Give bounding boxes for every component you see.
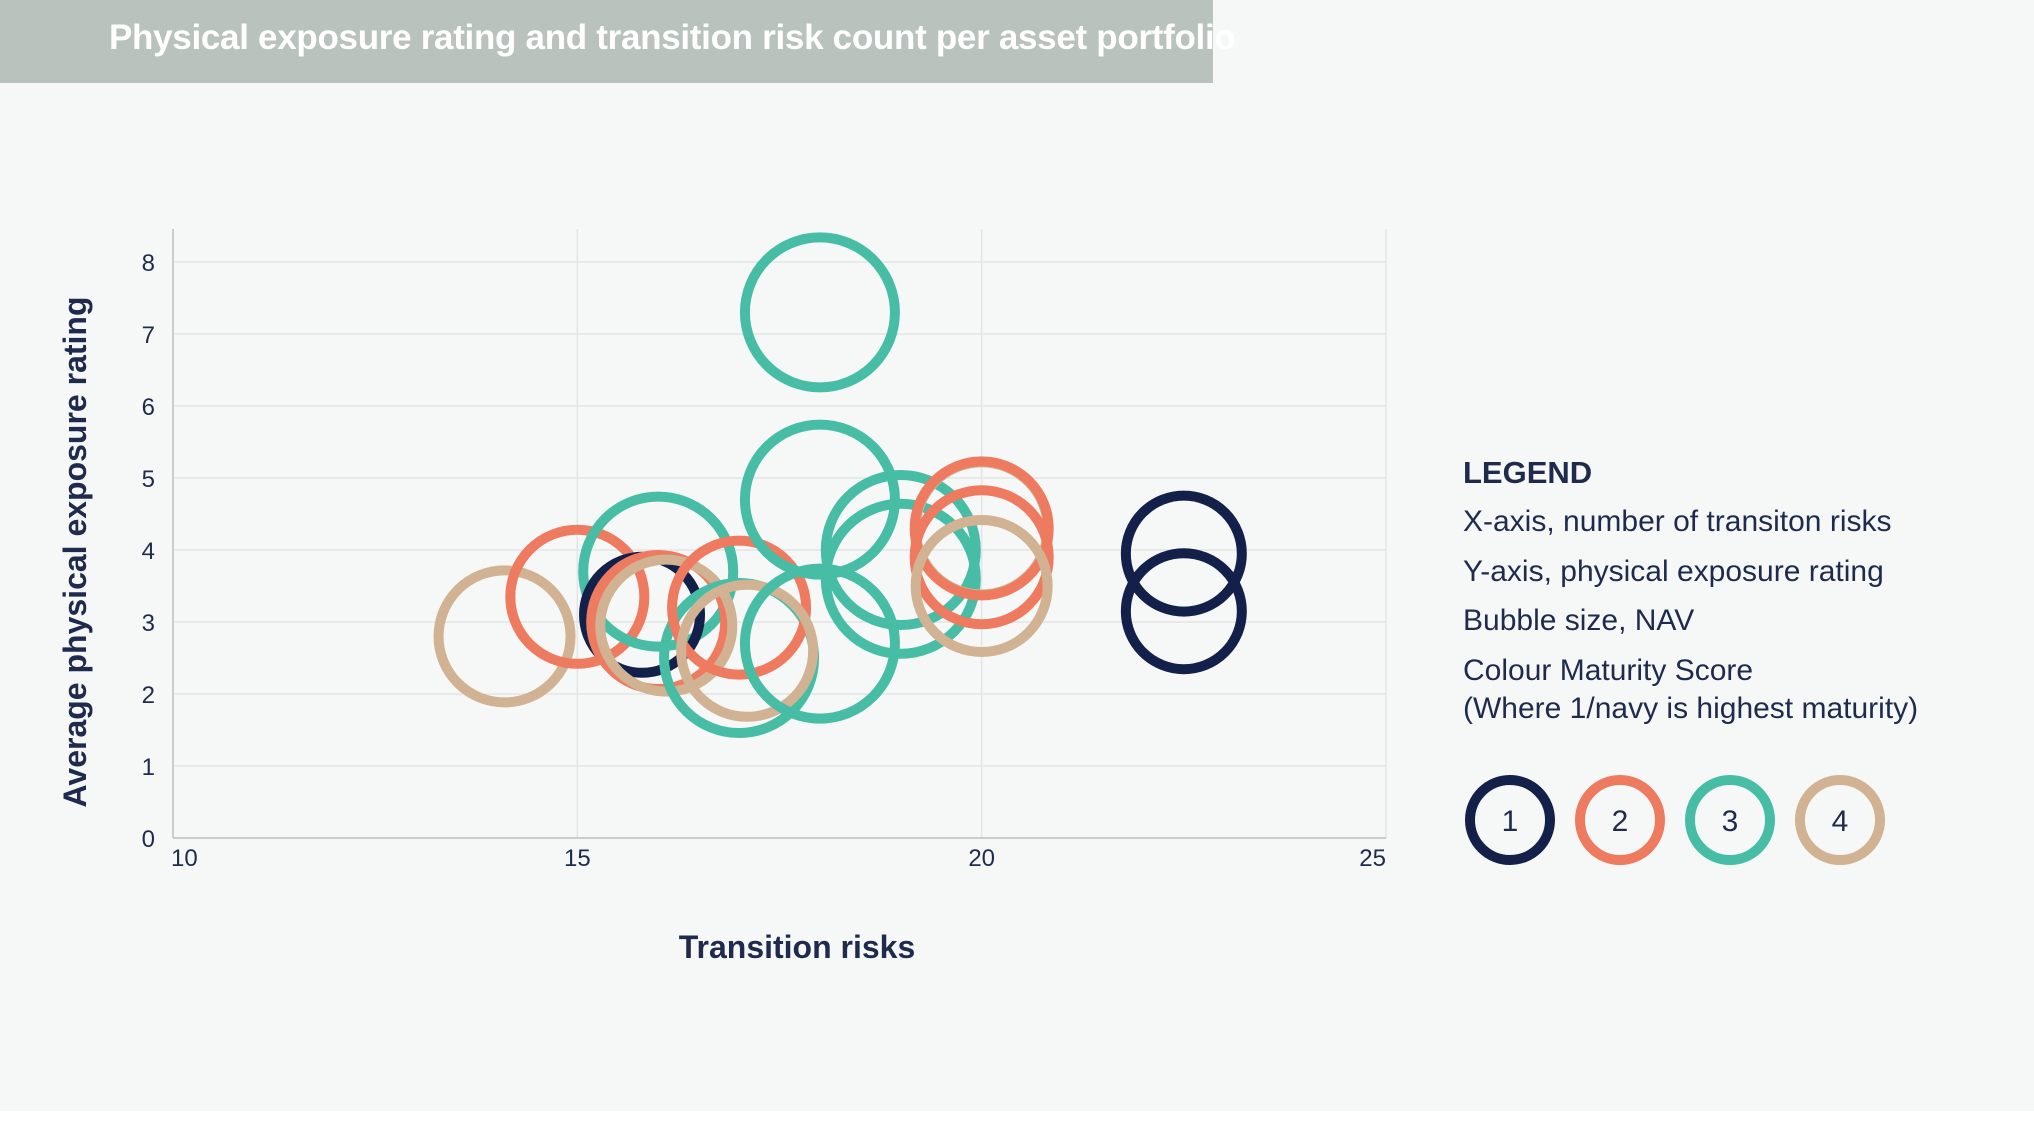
legend-x-axis: X-axis, number of transiton risks — [1463, 505, 1892, 538]
legend-swatch-1 — [1465, 775, 1555, 865]
legend-swatches: 1 2 3 4 — [1465, 775, 1885, 865]
bubble-score-3 — [578, 491, 739, 652]
y-tick-label: 6 — [142, 394, 155, 421]
legend-swatch-label: 1 — [1502, 805, 1519, 838]
grid — [173, 229, 1387, 838]
bubble-score-4 — [910, 515, 1053, 657]
x-tick-label: 10 — [171, 845, 198, 872]
legend-swatch-label: 4 — [1832, 805, 1849, 838]
title-bar: Physical exposure rating and transition … — [0, 0, 1236, 83]
y-tick-label: 0 — [142, 826, 155, 853]
bubble-score-3 — [739, 232, 900, 393]
y-tick-label: 7 — [142, 322, 155, 349]
bubble-score-2 — [505, 524, 650, 669]
y-tick-label: 8 — [142, 250, 155, 277]
bubble-score-4 — [433, 565, 576, 708]
tick-labels: 0 1 2 3 4 5 6 7 8 10 15 20 25 — [142, 250, 1386, 872]
bubble-score-2 — [909, 456, 1054, 601]
axes — [172, 229, 1386, 839]
y-axis-label: Average physical exposure rating — [57, 296, 93, 807]
legend-swatch-3 — [1685, 775, 1775, 865]
bubble-score-1 — [1120, 490, 1247, 617]
legend-swatch-2 — [1575, 775, 1665, 865]
bubble-score-2 — [667, 535, 812, 680]
legend-y-axis: Y-axis, physical exposure rating — [1463, 555, 1884, 588]
legend-swatch-label: 3 — [1722, 805, 1739, 838]
y-tick-label: 3 — [142, 610, 155, 637]
bubble-score-3 — [739, 563, 900, 724]
chart-title: Physical exposure rating and transition … — [109, 18, 1236, 57]
x-tick-label: 25 — [1359, 845, 1386, 872]
y-tick-label: 5 — [142, 466, 155, 493]
bubbles — [433, 232, 1247, 738]
bubble-score-3 — [739, 419, 900, 580]
y-tick-label: 2 — [142, 682, 155, 709]
legend-swatch-label: 2 — [1612, 805, 1629, 838]
x-tick-label: 15 — [564, 845, 591, 872]
legend-swatch-4 — [1795, 775, 1885, 865]
bubble-score-3 — [820, 498, 981, 659]
bubble-score-1 — [1120, 548, 1247, 675]
bubble-score-2 — [909, 485, 1054, 630]
x-tick-label: 20 — [968, 845, 995, 872]
bubble-score-4 — [676, 579, 819, 722]
legend-title: LEGEND — [1463, 455, 1593, 490]
y-tick-label: 1 — [142, 754, 155, 781]
bubble-score-3 — [820, 470, 981, 630]
bubble-score-4 — [595, 554, 738, 697]
legend-colour-note: (Where 1/navy is highest maturity) — [1463, 692, 1919, 725]
x-axis-label: Transition risks — [679, 929, 916, 965]
y-tick-label: 4 — [142, 538, 155, 565]
legend-colour: Colour Maturity Score — [1463, 654, 1754, 687]
legend-bubble-size: Bubble size, NAV — [1463, 604, 1695, 637]
